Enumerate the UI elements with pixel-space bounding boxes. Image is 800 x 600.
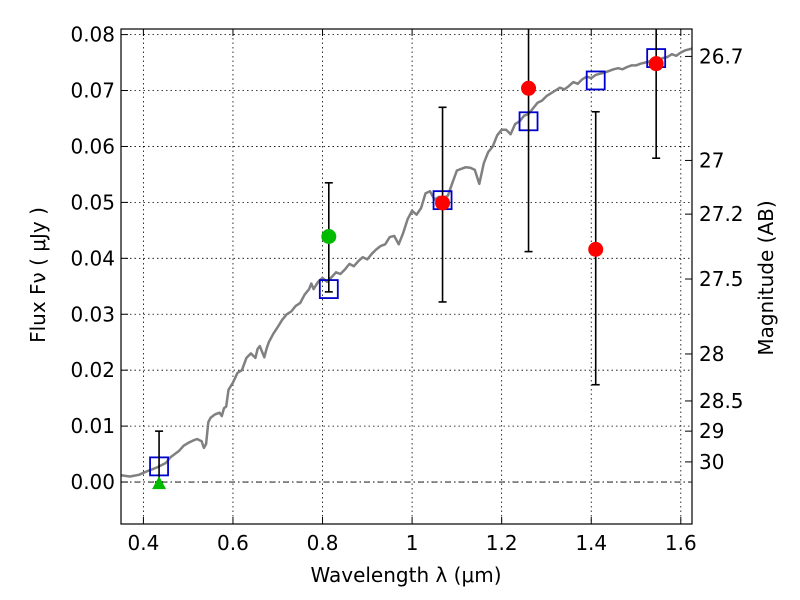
data-markers <box>149 29 667 490</box>
right-axis-label: Magnitude (AB) <box>754 200 778 355</box>
y-tick-label: 0.07 <box>70 79 115 103</box>
plot-frame <box>120 28 693 525</box>
right-tick-label: 27.2 <box>699 202 744 226</box>
y-tick-label: 0.05 <box>70 190 115 214</box>
measured-flux-point <box>521 80 537 96</box>
x-tick-label: 1.6 <box>665 531 697 555</box>
y-axis-label: Flux Fν ( μJy ) <box>26 207 50 343</box>
right-tick-label: 27.5 <box>699 267 744 291</box>
y-tick-label: 0.03 <box>70 302 115 326</box>
y-tick-label: 0.08 <box>70 23 115 47</box>
right-tick-label: 28 <box>699 342 724 366</box>
right-tick-label: 30 <box>699 450 724 474</box>
y-tick-label: 0.04 <box>70 246 115 270</box>
right-axis-ticks: 26.7 27 27.2 27.5 28 28.5 29 30 <box>685 44 744 474</box>
right-tick-label: 29 <box>699 419 724 443</box>
x-tick-label: 1.4 <box>575 531 607 555</box>
measured-flux-point <box>435 195 451 211</box>
y-tick-label: 0.01 <box>70 414 115 438</box>
measured-flux-point <box>648 56 664 72</box>
model-spectrum-line <box>120 47 693 478</box>
right-tick-label: 28.5 <box>699 389 744 413</box>
x-tick-label: 0.6 <box>217 531 249 555</box>
grid-lines <box>121 29 692 524</box>
right-tick-label: 27 <box>699 148 724 172</box>
y-tick-label: 0.00 <box>70 470 115 494</box>
measured-flux-point <box>588 241 604 257</box>
x-axis-label: Wavelength λ (μm) <box>310 563 501 587</box>
right-tick-label: 26.7 <box>699 44 744 68</box>
y-axis-ticks: 0.00 0.01 0.02 0.03 0.04 0.05 0.06 0.07 0.08 <box>70 23 128 494</box>
x-axis-ticks: 0.4 0.6 0.8 1 1.2 1.4 1.6 <box>127 29 697 555</box>
x-tick-label: 1 <box>406 531 419 555</box>
x-tick-label: 0.8 <box>307 531 339 555</box>
model-photometry-point <box>585 70 606 91</box>
y-tick-label: 0.06 <box>70 134 115 158</box>
y-tick-label: 0.02 <box>70 358 115 382</box>
measured-flux-point-green <box>321 229 337 245</box>
upper-limit-triangle <box>152 476 167 490</box>
x-tick-label: 0.4 <box>127 531 159 555</box>
x-tick-label: 1.2 <box>486 531 518 555</box>
